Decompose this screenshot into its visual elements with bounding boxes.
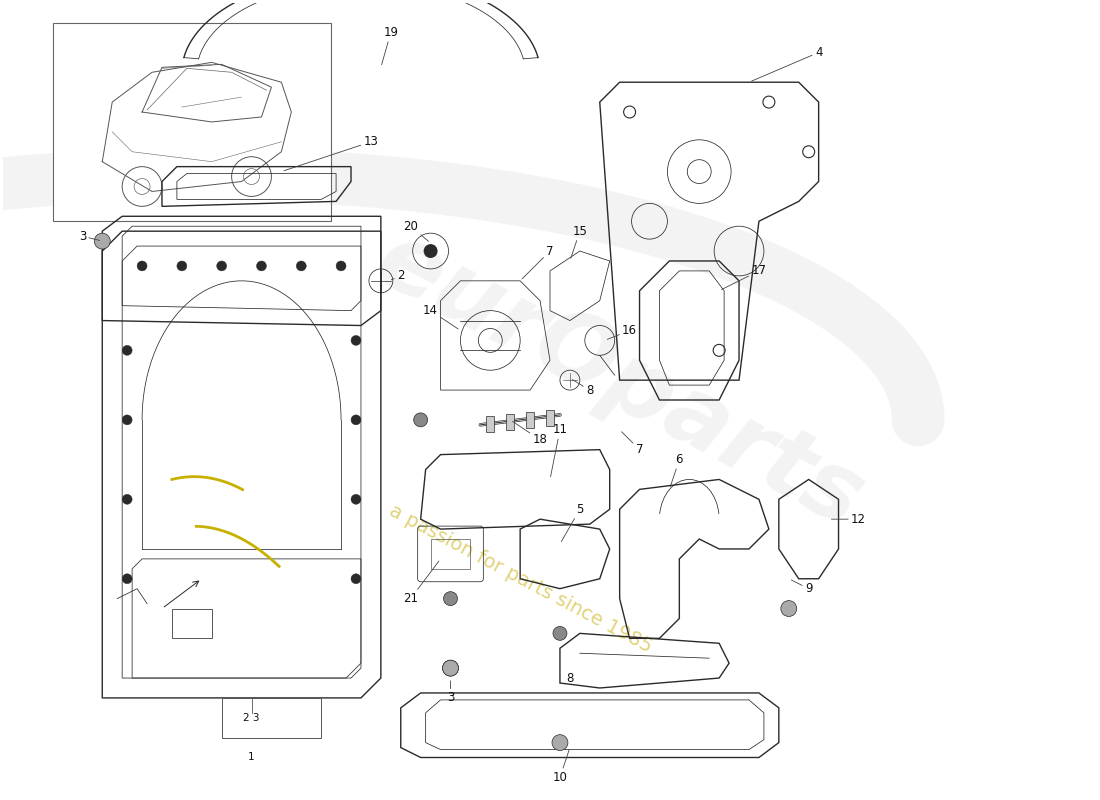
Text: 2: 2 <box>392 270 405 282</box>
Text: 1: 1 <box>249 753 255 762</box>
Text: 7: 7 <box>522 245 553 279</box>
Text: 21: 21 <box>404 561 439 605</box>
Circle shape <box>177 261 187 271</box>
Text: 15: 15 <box>571 225 587 258</box>
Circle shape <box>256 261 266 271</box>
Text: 12: 12 <box>832 513 866 526</box>
Circle shape <box>122 346 132 355</box>
Text: 10: 10 <box>552 750 569 784</box>
Text: 13: 13 <box>284 135 378 170</box>
Circle shape <box>781 601 796 617</box>
Circle shape <box>552 734 568 750</box>
Text: 14: 14 <box>424 304 458 329</box>
Text: 16: 16 <box>607 324 637 339</box>
Bar <box>526 412 535 428</box>
Bar <box>546 410 554 426</box>
Circle shape <box>424 244 438 258</box>
Text: 20: 20 <box>404 220 429 242</box>
Text: 4: 4 <box>751 46 823 81</box>
Text: 18: 18 <box>513 422 548 446</box>
Bar <box>222 698 321 738</box>
Circle shape <box>351 415 361 425</box>
Circle shape <box>442 660 459 676</box>
Text: 19: 19 <box>382 26 398 65</box>
Circle shape <box>443 592 458 606</box>
Text: 8: 8 <box>572 379 594 397</box>
Bar <box>506 414 514 430</box>
Circle shape <box>351 574 361 584</box>
Text: 5: 5 <box>561 502 583 542</box>
Text: 3: 3 <box>79 230 100 242</box>
Text: 17: 17 <box>722 265 767 290</box>
Text: 6: 6 <box>670 453 683 486</box>
Circle shape <box>296 261 306 271</box>
Text: 7: 7 <box>621 432 643 456</box>
Circle shape <box>95 233 110 249</box>
Circle shape <box>442 660 459 676</box>
Circle shape <box>217 261 227 271</box>
Circle shape <box>351 494 361 504</box>
Circle shape <box>122 494 132 504</box>
Circle shape <box>122 574 132 584</box>
Circle shape <box>337 261 346 271</box>
Text: 9: 9 <box>791 580 813 595</box>
Bar <box>172 609 211 638</box>
Text: 11: 11 <box>550 423 568 477</box>
Text: 3: 3 <box>447 681 454 705</box>
Text: 8: 8 <box>566 671 573 685</box>
Circle shape <box>351 335 361 346</box>
Circle shape <box>138 261 147 271</box>
Text: eurOparts: eurOparts <box>361 214 879 547</box>
Circle shape <box>122 415 132 425</box>
Circle shape <box>414 413 428 427</box>
Circle shape <box>553 626 566 640</box>
Bar <box>486 416 494 432</box>
Text: a passion for parts since 1985: a passion for parts since 1985 <box>385 501 654 656</box>
Text: 2 3: 2 3 <box>243 713 260 722</box>
Bar <box>53 22 331 222</box>
